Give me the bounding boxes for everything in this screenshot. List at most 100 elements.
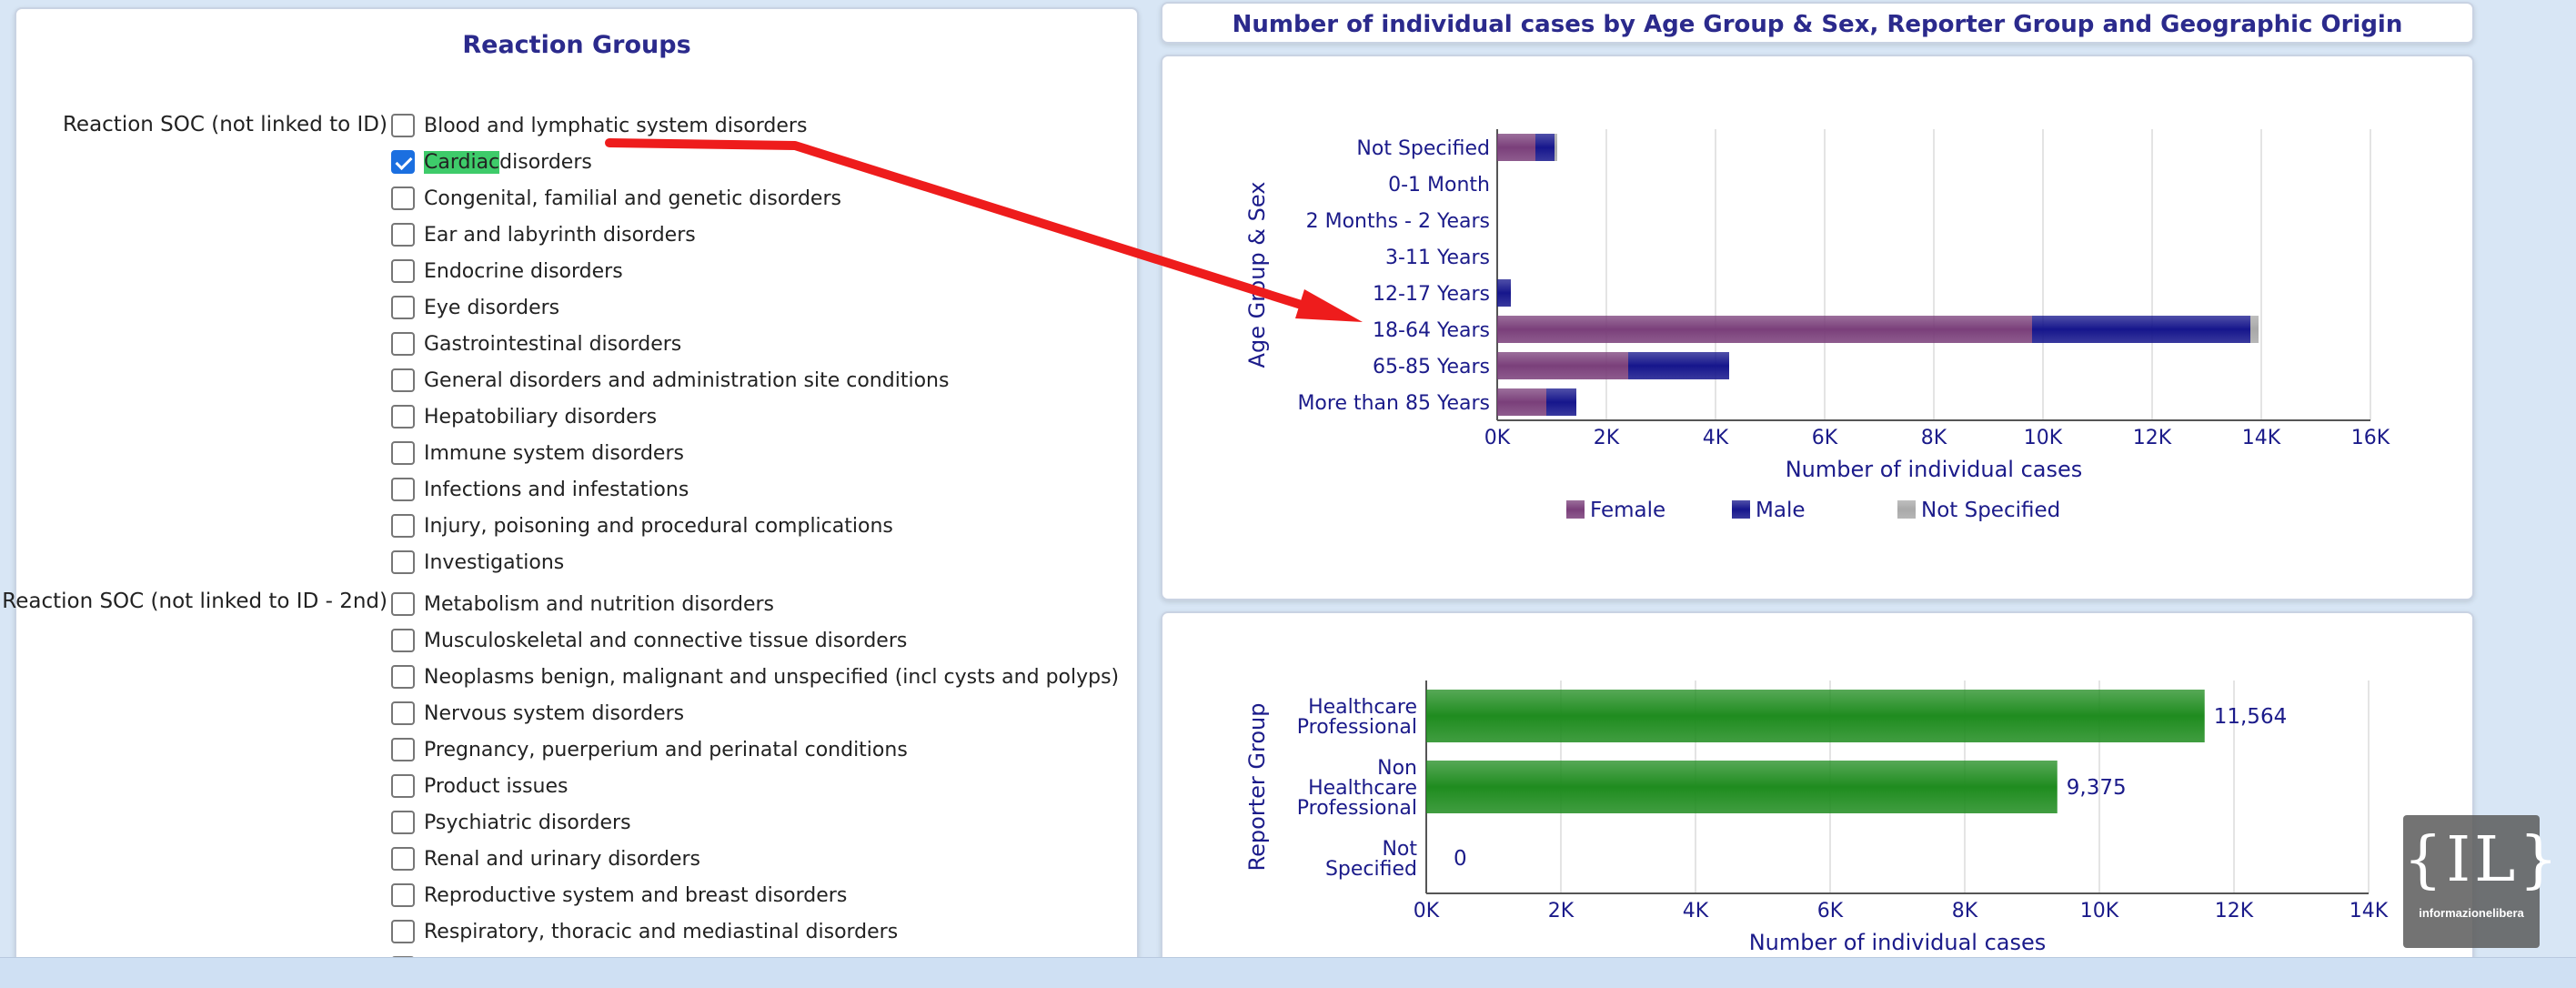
chart-header: Number of individual cases by Age Group …	[1161, 2, 2474, 44]
reaction-checkbox[interactable]	[391, 629, 415, 652]
reaction-checkbox[interactable]	[391, 223, 415, 247]
age-category-label: 12-17 Years	[1373, 283, 1490, 306]
rep-x-tick: 2K	[1548, 900, 1575, 922]
reaction-checkbox-row[interactable]: General disorders and administration sit…	[391, 364, 949, 397]
reaction-checkbox[interactable]	[391, 665, 415, 689]
age-bar-female[interactable]	[1497, 134, 1535, 161]
rep-bar[interactable]	[1426, 690, 2205, 742]
reaction-checkbox-label: Nervous system disorders	[424, 701, 685, 725]
reaction-checkbox-label: Metabolism and nutrition disorders	[424, 592, 775, 616]
rep-bar[interactable]	[1426, 761, 2058, 813]
reaction-checkbox[interactable]	[391, 550, 415, 574]
horizontal-scrollbar[interactable]	[0, 957, 2576, 988]
reaction-checkbox[interactable]	[391, 514, 415, 538]
reaction-checkbox-row[interactable]: Investigations	[391, 546, 564, 579]
age-bar-male[interactable]	[1497, 279, 1511, 307]
age-bar-female[interactable]	[1497, 352, 1628, 379]
reaction-checkbox-row[interactable]: Pregnancy, puerperium and perinatal cond…	[391, 733, 908, 766]
reaction-checkbox-row[interactable]: Gastrointestinal disorders	[391, 328, 681, 360]
age-bar-not-specified[interactable]	[2250, 316, 2259, 343]
age-category-label: 65-85 Years	[1373, 356, 1490, 378]
legend-label[interactable]: Not Specified	[1921, 499, 2060, 522]
reaction-checkbox-row[interactable]: Neoplasms benign, malignant and unspecif…	[391, 660, 1119, 693]
reaction-checkbox[interactable]	[391, 368, 415, 392]
reaction-checkbox[interactable]	[391, 847, 415, 871]
rep-category-label: Not	[1382, 838, 1417, 861]
reporter-group-chart: 0K 2K 4K 6K 8K 10K 12K 14KHealthcareProfessiona…	[1244, 681, 2389, 955]
reaction-checkbox[interactable]	[391, 405, 415, 428]
age-bar-female[interactable]	[1497, 316, 2032, 343]
age-bar-male[interactable]	[2032, 316, 2250, 343]
age-bar-not-specified[interactable]	[1555, 134, 1557, 161]
reaction-checkbox-row[interactable]: Eye disorders	[391, 291, 559, 324]
age-x-tick: 4K	[1703, 427, 1729, 449]
reaction-checkbox-row[interactable]: Respiratory, thoracic and mediastinal di…	[391, 915, 898, 948]
reaction-checkbox-label: Neoplasms benign, malignant and unspecif…	[424, 665, 1120, 689]
reaction-checkbox-row[interactable]: Congenital, familial and genetic disorde…	[391, 182, 841, 215]
age-category-label: 2 Months - 2 Years	[1306, 210, 1490, 233]
reaction-checkbox-row[interactable]: Infections and infestations	[391, 473, 689, 506]
rep-category-label: Professional	[1297, 716, 1417, 739]
reporter-group-chart-panel: 0K 2K 4K 6K 8K 10K 12K 14K Healthcare Professiona…	[1161, 611, 2474, 988]
reaction-checkbox-label: Ear and labyrinth disorders	[424, 223, 696, 247]
reaction-checkbox-row[interactable]: Reproductive system and breast disorders	[391, 879, 847, 912]
age-category-label: 0-1 Month	[1388, 174, 1490, 197]
reaction-checkbox-row[interactable]: Metabolism and nutrition disorders	[391, 588, 774, 620]
rep-y-axis-label: Reporter Group	[1244, 703, 1270, 872]
reaction-checkbox[interactable]	[391, 150, 415, 174]
reaction-checkbox-row[interactable]: Psychiatric disorders	[391, 806, 631, 839]
reaction-checkbox-label: Renal and urinary disorders	[424, 847, 700, 871]
reaction-checkbox[interactable]	[391, 114, 415, 137]
reaction-checkbox[interactable]	[391, 920, 415, 943]
reaction-checkbox-row[interactable]: Endocrine disorders	[391, 255, 623, 287]
age-x-tick: 2K	[1594, 427, 1620, 449]
reaction-checkbox-row[interactable]: Musculoskeletal and connective tissue di…	[391, 624, 907, 657]
reaction-checkbox-label: Cardiac	[424, 150, 500, 174]
rep-category-label: Non	[1377, 757, 1417, 780]
legend-label[interactable]: Male	[1756, 499, 1805, 522]
reaction-checkbox-label: Gastrointestinal disorders	[424, 332, 682, 356]
reaction-checkbox[interactable]	[391, 774, 415, 798]
age-category-label: Not Specified	[1356, 137, 1490, 160]
reaction-checkbox-row[interactable]: Renal and urinary disorders	[391, 842, 700, 875]
reaction-checkbox[interactable]	[391, 811, 415, 834]
reaction-groups-title: Reaction Groups	[462, 31, 691, 59]
reaction-checkbox-row[interactable]: Hepatobiliary disorders	[391, 400, 657, 433]
reaction-checkbox[interactable]	[391, 441, 415, 465]
reaction-checkbox-row[interactable]: Injury, poisoning and procedural complic…	[391, 509, 893, 542]
age-bar-male[interactable]	[1546, 388, 1576, 416]
age-bar-male[interactable]	[1535, 134, 1555, 161]
reaction-checkbox-label: Hepatobiliary disorders	[424, 405, 658, 428]
rep-data-label: 9,375	[2067, 776, 2127, 800]
rep-data-label: 0	[1454, 847, 1467, 871]
reaction-checkbox[interactable]	[391, 259, 415, 283]
reaction-checkbox-row[interactable]: Cardiac disorders	[391, 146, 592, 178]
legend-swatch	[1566, 500, 1585, 519]
reaction-checkbox-label-rest: disorders	[499, 150, 592, 174]
age-sex-chart-panel: 0K 2K 4K 6K 8K 10K 12K 14K 16K Not Specified 0-1 M…	[1161, 55, 2474, 600]
reaction-checkbox-label: Psychiatric disorders	[424, 811, 631, 834]
age-bar-male[interactable]	[1628, 352, 1729, 379]
reaction-checkbox[interactable]	[391, 701, 415, 725]
reaction-checkbox[interactable]	[391, 187, 415, 210]
reaction-checkbox[interactable]	[391, 883, 415, 907]
logo-text: informazionelibera	[2419, 906, 2524, 920]
legend-label[interactable]: Female	[1590, 499, 1665, 522]
reaction-checkbox[interactable]	[391, 738, 415, 761]
reaction-checkbox-row[interactable]: Product issues	[391, 770, 569, 802]
age-bar-female[interactable]	[1497, 388, 1546, 416]
reaction-checkbox[interactable]	[391, 592, 415, 616]
reaction-checkbox-row[interactable]: Nervous system disorders	[391, 697, 684, 730]
rep-x-tick: 10K	[2080, 900, 2119, 922]
reaction-checkbox-row[interactable]: Immune system disorders	[391, 437, 684, 469]
reaction-checkbox-label: Reproductive system and breast disorders	[424, 883, 848, 907]
reaction-checkbox-label: Infections and infestations	[424, 478, 689, 501]
reaction-checkbox[interactable]	[391, 332, 415, 356]
reaction-checkbox[interactable]	[391, 478, 415, 501]
age-x-tick: 0K	[1484, 427, 1511, 449]
reaction-checkbox-row[interactable]: Ear and labyrinth disorders	[391, 218, 696, 251]
reaction-checkbox[interactable]	[391, 296, 415, 319]
rep-x-tick: 6K	[1817, 900, 1844, 922]
reaction-checkbox-row[interactable]: Blood and lymphatic system disorders	[391, 109, 807, 142]
age-x-tick: 6K	[1812, 427, 1838, 449]
